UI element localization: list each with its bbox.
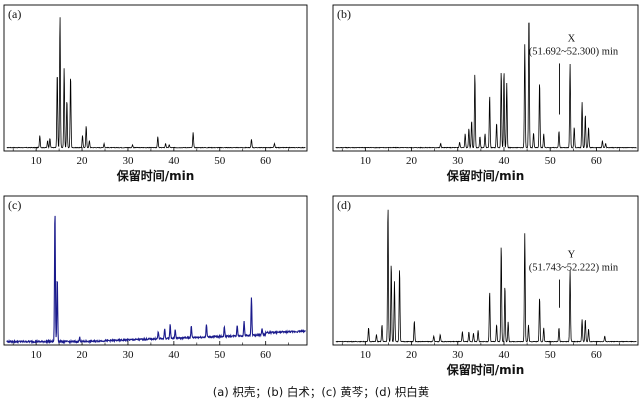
chart-panel-3: 10 20 30 40 50 60 (c) [3, 195, 308, 361]
chart-panel-4: 10 20 30 40 50 60 (d) 保留时间/min Y (51.743~52.222) … [332, 195, 639, 377]
x-tick-label: 10 [360, 349, 372, 361]
x-tick-label: 30 [452, 155, 464, 167]
x-axis-title: 保留时间/min [116, 168, 195, 183]
annotation-label: Y [568, 250, 576, 261]
chart-panel-1: 10 20 30 40 50 60 (a) 保留时间/min [3, 4, 308, 183]
x-tick-label: 30 [122, 349, 134, 361]
x-tick-label: 60 [260, 155, 272, 167]
plot-frame [332, 195, 639, 346]
x-tick-label: 50 [214, 349, 226, 361]
panel-label: (a) [8, 7, 21, 21]
chromatogram-trace [335, 209, 637, 343]
x-tick-label: 60 [591, 155, 603, 167]
panel-label: (c) [8, 198, 21, 212]
x-tick-label: 10 [31, 349, 43, 361]
x-tick-label: 20 [77, 349, 89, 361]
x-tick-label: 50 [214, 155, 226, 167]
panel-label: (d) [337, 198, 351, 212]
annotation-label: X [568, 33, 576, 44]
x-tick-label: 50 [545, 349, 557, 361]
x-tick-label: 50 [545, 155, 557, 167]
x-tick-label: 40 [168, 155, 180, 167]
x-tick-label: 10 [360, 155, 372, 167]
x-axis-title: 保留时间/min [446, 362, 525, 377]
x-tick-label: 40 [168, 349, 180, 361]
annotation-range: (51.692~52.300) min [529, 46, 619, 57]
x-tick-label: 30 [452, 349, 464, 361]
x-tick-label: 20 [406, 155, 418, 167]
chart-canvas: 10 20 30 40 50 60 (a) 保留时间/min 10 20 30 40 50 60 (b) 保留… [3, 4, 639, 377]
chart-panel-2: 10 20 30 40 50 60 (b) 保留时间/min X (51.692~52.300) … [332, 4, 639, 183]
x-tick-label: 20 [406, 349, 418, 361]
chromatogram-trace [335, 22, 637, 149]
x-tick-label: 10 [31, 155, 43, 167]
x-axis-title: 保留时间/min [446, 168, 525, 183]
plot-frame [332, 4, 639, 152]
plot-frame [3, 195, 308, 346]
x-tick-label: 40 [498, 155, 510, 167]
x-tick-label: 40 [498, 349, 510, 361]
annotation-range: (51.743~52.222) min [529, 263, 619, 274]
x-tick-label: 60 [260, 349, 272, 361]
plot-frame [3, 4, 308, 152]
figure-caption: (a) 枳壳；(b) 白术；(c) 黄芩；(d) 枳白黄 [212, 385, 430, 399]
x-tick-label: 30 [122, 155, 134, 167]
x-tick-label: 60 [591, 349, 603, 361]
chromatogram-trace [6, 215, 306, 345]
chromatogram-trace [6, 17, 306, 149]
x-tick-label: 20 [77, 155, 89, 167]
panel-label: (b) [337, 7, 351, 21]
